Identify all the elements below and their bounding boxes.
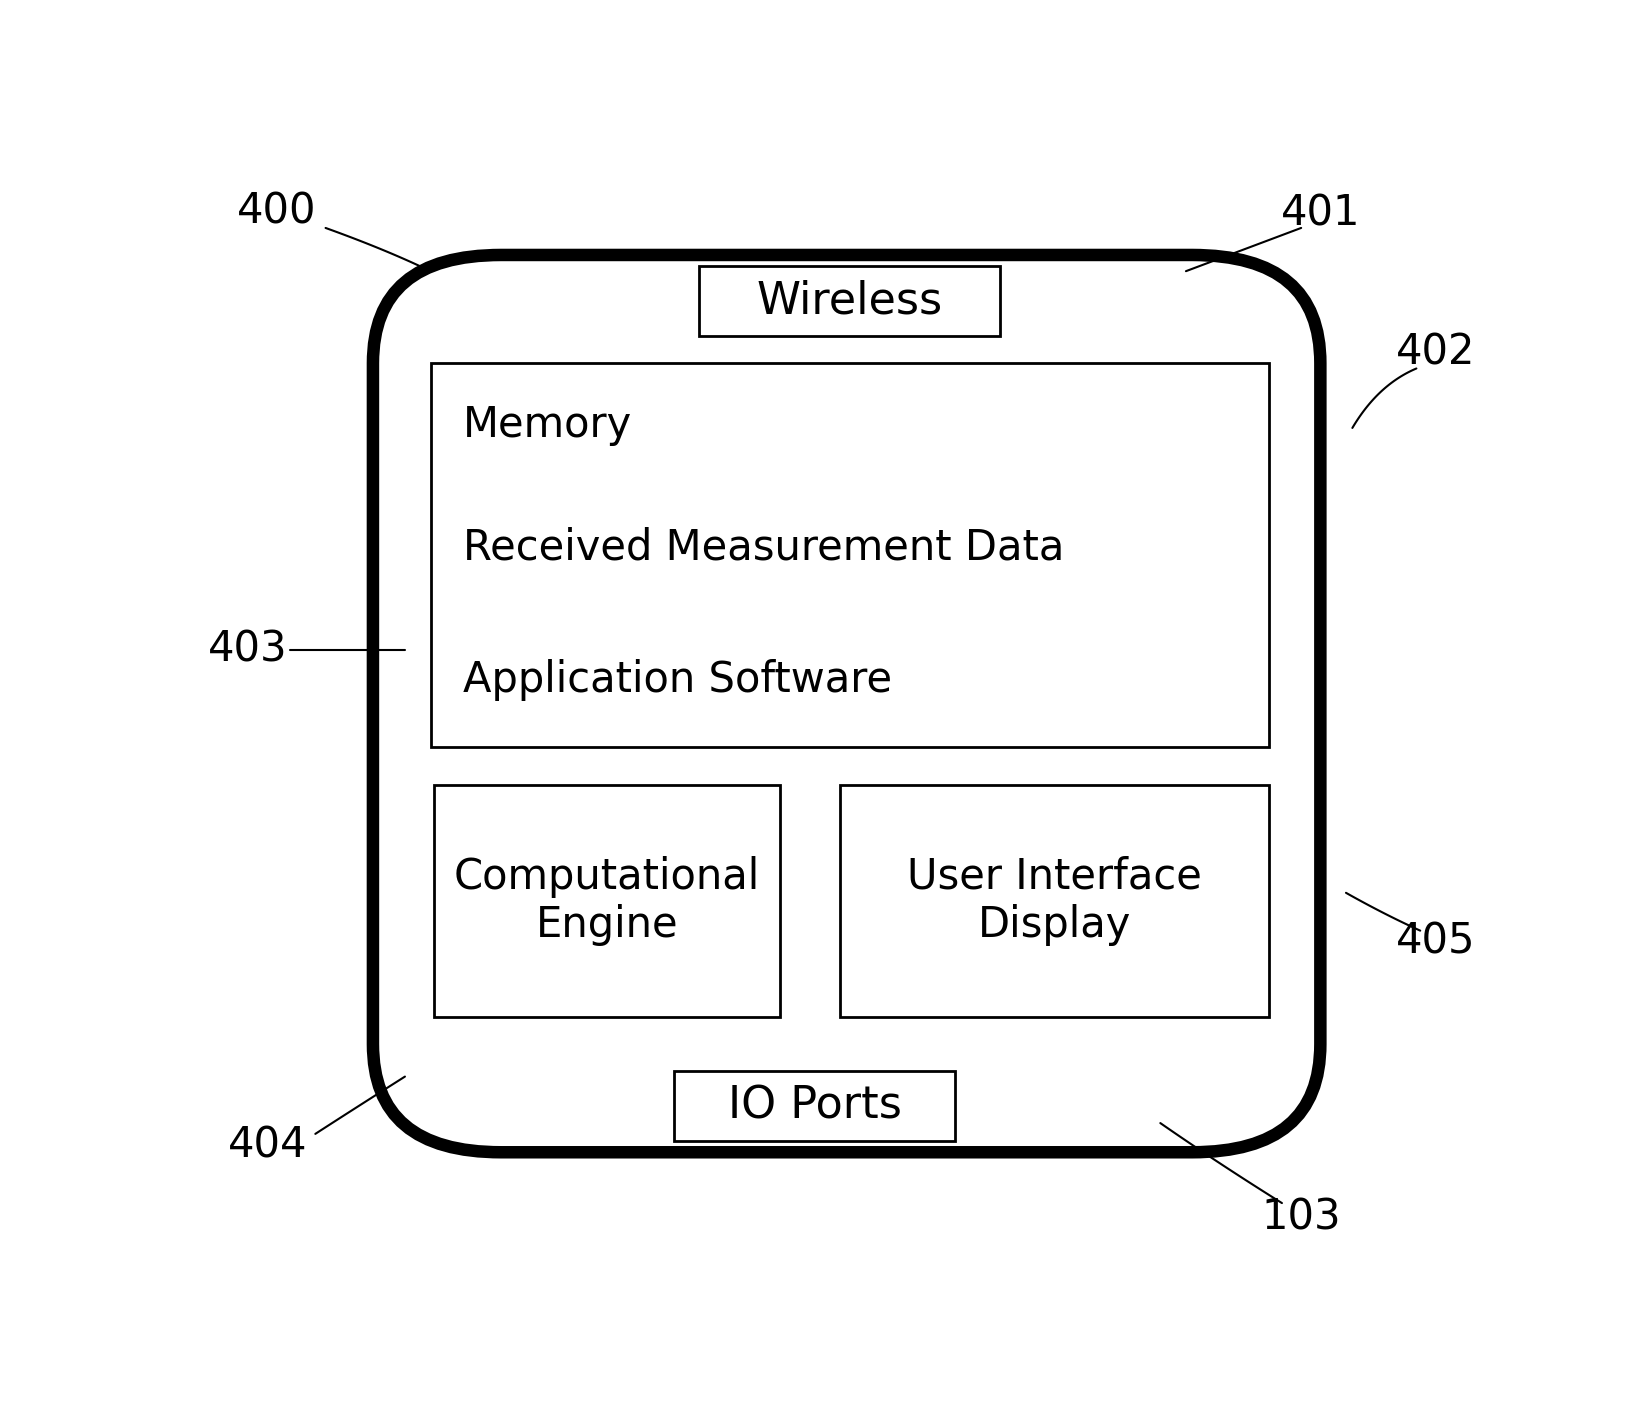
- Text: Memory: Memory: [463, 404, 631, 446]
- FancyBboxPatch shape: [373, 256, 1320, 1153]
- Text: 405: 405: [1396, 921, 1475, 963]
- FancyBboxPatch shape: [699, 265, 1001, 336]
- Text: 401: 401: [1280, 192, 1360, 234]
- Text: Wireless: Wireless: [757, 279, 943, 323]
- Text: IO Ports: IO Ports: [727, 1085, 902, 1127]
- Text: 400: 400: [238, 191, 317, 233]
- FancyBboxPatch shape: [674, 1071, 955, 1141]
- Text: 402: 402: [1396, 331, 1475, 373]
- Text: 103: 103: [1262, 1196, 1341, 1238]
- Text: Computational
Engine: Computational Engine: [454, 855, 760, 946]
- FancyBboxPatch shape: [841, 785, 1269, 1016]
- Text: 404: 404: [228, 1125, 307, 1167]
- Text: User Interface
Display: User Interface Display: [907, 855, 1203, 946]
- FancyBboxPatch shape: [431, 364, 1269, 747]
- Text: Received Measurement Data: Received Measurement Data: [463, 526, 1064, 569]
- FancyBboxPatch shape: [434, 785, 780, 1016]
- Text: Application Software: Application Software: [463, 658, 892, 701]
- Text: 403: 403: [208, 629, 287, 671]
